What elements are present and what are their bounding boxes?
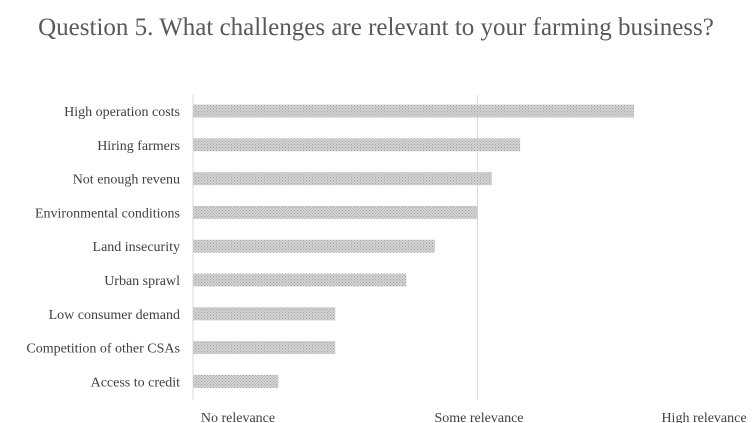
bar xyxy=(193,172,492,186)
bar xyxy=(193,273,407,287)
category-label: Hiring farmers xyxy=(97,139,180,154)
bar xyxy=(193,307,336,321)
category-label: High operation costs xyxy=(64,105,180,120)
bar xyxy=(193,138,521,152)
bar xyxy=(193,239,435,253)
x-tick-label: Some relevance xyxy=(434,411,523,423)
category-label: Low consumer demand xyxy=(49,308,180,323)
category-label: Urban sprawl xyxy=(104,274,180,289)
chart-title: Question 5. What challenges are relevant… xyxy=(38,14,714,41)
category-label: Access to credit xyxy=(91,375,181,390)
x-axis-tick-labels: No relevance Some relevance High relevance xyxy=(201,411,747,423)
category-labels: High operation costs Hiring farmers Not en… xyxy=(26,105,180,390)
bar xyxy=(193,205,478,219)
bar xyxy=(193,341,336,355)
x-tick-label: High relevance xyxy=(661,411,746,423)
category-label: Not enough revenu xyxy=(73,173,180,188)
bars xyxy=(193,104,634,388)
category-label: Land insecurity xyxy=(93,240,180,255)
category-label: Competition of other CSAs xyxy=(26,342,180,357)
bar xyxy=(193,104,634,118)
x-tick-label: No relevance xyxy=(201,411,275,423)
category-label: Environmental conditions xyxy=(35,206,180,221)
bar xyxy=(193,374,279,388)
